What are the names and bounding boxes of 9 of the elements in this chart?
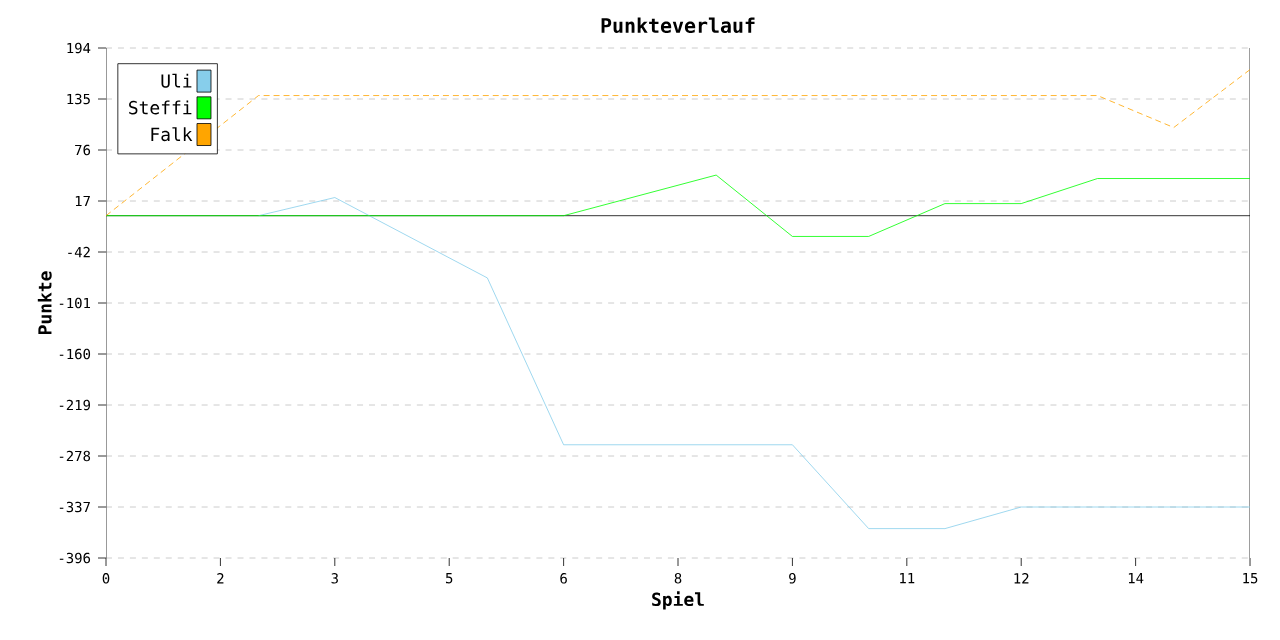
- y-axis-title: Punkte: [37, 271, 52, 334]
- x-axis-title: Spiel: [652, 591, 704, 610]
- legend-label: Falk: [151, 127, 193, 142]
- line-series: [106, 69, 1251, 217]
- chart-title: Punkteverlauf: [601, 17, 755, 33]
- line-series: [106, 174, 1251, 237]
- line-series: [258, 197, 1251, 530]
- legend-label: Steffi: [129, 100, 192, 115]
- legend-label: Uli: [161, 73, 192, 88]
